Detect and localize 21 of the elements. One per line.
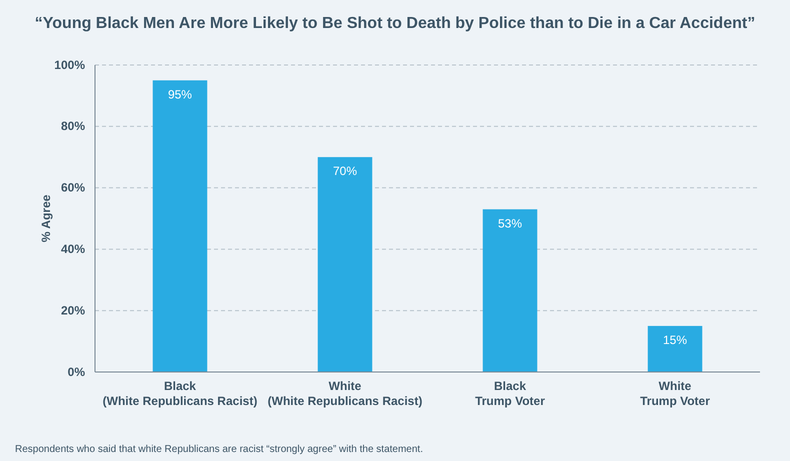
y-tick-label: 0% bbox=[68, 364, 86, 379]
y-tick-label: 60% bbox=[60, 180, 86, 195]
y-tick-label: 100% bbox=[54, 58, 86, 72]
x-tick-label: White Trump Voter bbox=[640, 379, 710, 408]
data-label: 70% bbox=[332, 164, 358, 178]
text: Respondents who said that white Republicans are racist “strongly agree” with the statement. bbox=[15, 444, 423, 455]
y-tick-label: 20% bbox=[60, 303, 86, 318]
y-tick-label: 80% bbox=[60, 119, 86, 134]
bar bbox=[482, 209, 538, 372]
y-axis-title: % Agree bbox=[39, 194, 53, 242]
y-tick-label: 40% bbox=[60, 242, 86, 256]
bar bbox=[152, 80, 208, 372]
x-tick-label: White (White Republicans Racist) bbox=[268, 379, 422, 408]
x-tick-label: Black (White Republicans Racist) bbox=[102, 379, 258, 408]
data-label: 15% bbox=[663, 332, 688, 347]
x-tick-label: Black Trump Voter bbox=[475, 379, 546, 408]
data-label: 95% bbox=[168, 87, 192, 102]
bar bbox=[318, 157, 372, 372]
bar bbox=[648, 326, 702, 372]
chart-title: “Young Black Men Are More Likely to Be Shot to Death by Police than to Die in a Car Accident” bbox=[34, 15, 756, 32]
data-label: 53% bbox=[498, 216, 522, 230]
